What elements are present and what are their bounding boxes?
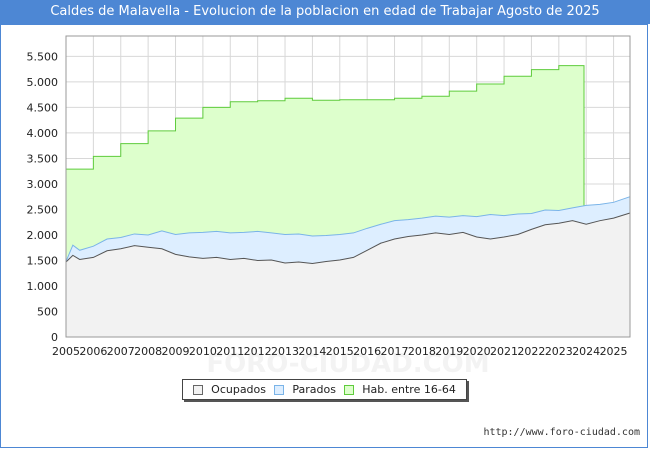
y-tick-label: 1.000 [27,280,59,293]
legend-label-parados: Parados [292,383,336,396]
series-line-ocupados [65,212,631,265]
x-tick-label: 2025 [600,345,628,358]
y-tick-label: 5.000 [27,76,59,89]
y-tick-label: 1.500 [27,254,59,267]
x-tick-label: 2013 [271,345,299,358]
legend-label-ocupados: Ocupados [211,383,267,396]
source-url: http://www.foro-ciudad.com [483,427,640,438]
x-tick-label: 2024 [572,345,600,358]
legend-swatch-parados [274,384,285,395]
plot-border [65,35,631,338]
y-tick-label: 0 [51,331,58,344]
y-tick-label: 4.000 [27,127,59,140]
y-tick-label: 500 [37,305,58,318]
x-tick-label: 2012 [244,345,272,358]
x-tick-label: 2017 [381,345,409,358]
y-tick-label: 2.000 [27,229,59,242]
x-tick-label: 2016 [353,345,381,358]
series-line-hab [66,65,585,337]
x-tick-label: 2008 [134,345,162,358]
y-tick-label: 3.500 [27,152,59,165]
series-area-ocupados [66,213,630,337]
x-tick-label: 2007 [107,345,135,358]
x-tick-label: 2022 [517,345,545,358]
legend-item-parados: Parados [274,383,336,396]
legend-item-ocupados: Ocupados [193,383,266,396]
x-tick-label: 2010 [189,345,217,358]
x-tick-label: 2005 [52,345,80,358]
legend: Ocupados Parados Hab. entre 16-64 [182,379,467,400]
x-tick-label: 2019 [435,345,463,358]
chart-title: Caldes de Malavella - Evolucion de la po… [0,0,650,24]
watermark: FORO-CIUDAD.COM [206,349,489,379]
x-tick-label: 2011 [216,345,244,358]
chart-frame [0,24,648,448]
x-tick-label: 2015 [326,345,354,358]
x-tick-label: 2018 [408,345,436,358]
y-tick-label: 5.500 [27,50,59,63]
legend-item-hab: Hab. entre 16-64 [344,383,456,396]
x-tick-label: 2014 [298,345,326,358]
x-tick-label: 2020 [463,345,491,358]
x-tick-label: 2006 [79,345,107,358]
y-tick-label: 2.500 [27,203,59,216]
x-tick-label: 2023 [545,345,573,358]
legend-label-hab: Hab. entre 16-64 [362,383,456,396]
series-line-parados [65,196,631,262]
y-tick-label: 4.500 [27,101,59,114]
y-tick-label: 3.000 [27,178,59,191]
x-tick-label: 2009 [162,345,190,358]
legend-swatch-hab [344,384,355,395]
x-tick-label: 2021 [490,345,518,358]
legend-swatch-ocupados [193,384,204,395]
